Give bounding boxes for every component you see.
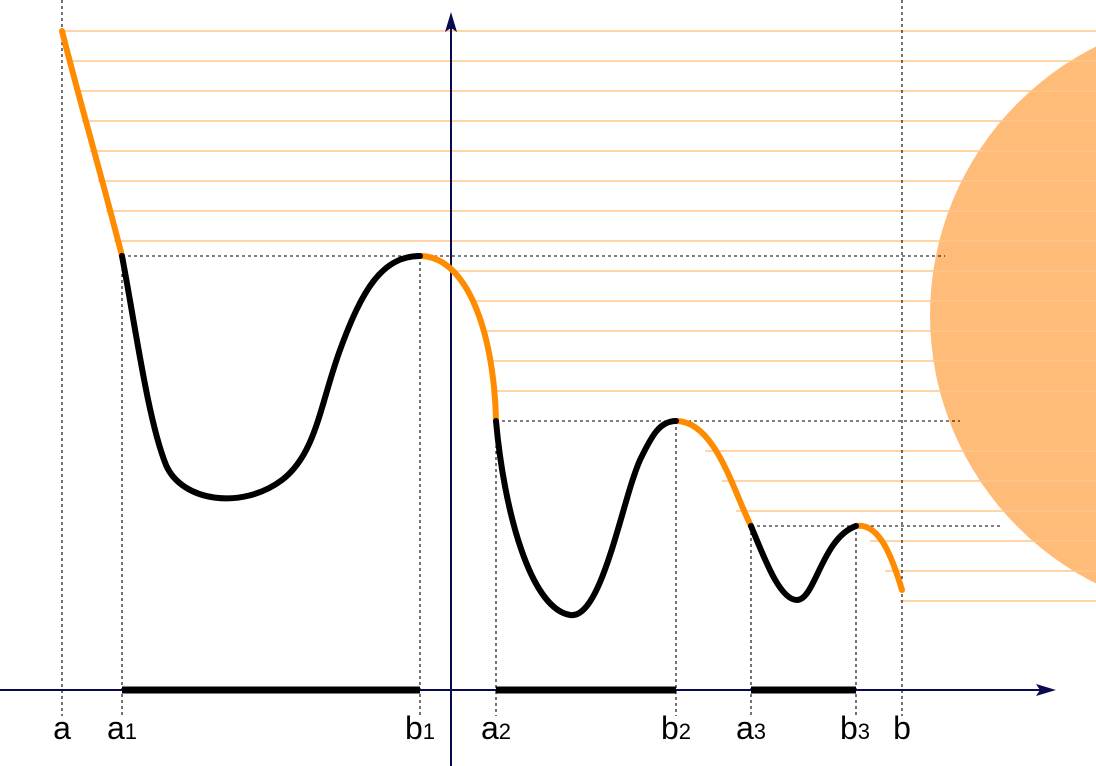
sun-disk: [930, 46, 1096, 584]
label-a2: a2: [481, 710, 511, 746]
sun-rays: [62, 30, 1096, 602]
axis-labels: a a1 b1 a2 b2 a3 b3 b: [53, 710, 911, 746]
dotted-guides: [61, 0, 1002, 716]
label-a3: a3: [736, 710, 766, 746]
curve-sunlit: [59, 28, 905, 593]
label-a1: a1: [107, 710, 137, 746]
label-b2: b2: [661, 710, 691, 746]
label-b3: b3: [840, 710, 870, 746]
label-a: a: [53, 710, 71, 746]
label-b: b: [893, 710, 911, 746]
y-axis-arrow: [445, 12, 457, 32]
label-b1: b1: [405, 710, 435, 746]
curve-shadowed: [119, 253, 859, 618]
axes: [0, 22, 1045, 766]
x-axis-arrow: [1036, 684, 1056, 696]
